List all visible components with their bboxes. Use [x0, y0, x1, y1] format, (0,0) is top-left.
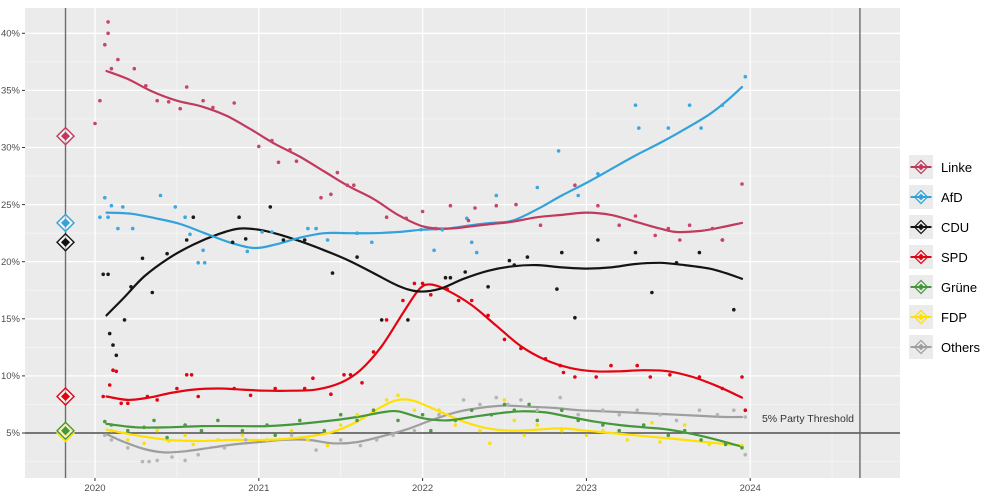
prev-result-diamond-AfD: [56, 213, 75, 233]
legend-item-linke: Linke: [909, 152, 980, 182]
legend: Linke AfD CDU SPD Grüne FDP Others: [909, 152, 980, 362]
trend-line-Others: [105, 404, 744, 454]
legend-label: CDU: [941, 219, 970, 235]
prev-result-diamond-CDU: [56, 232, 75, 252]
minor-gridlines: [25, 8, 900, 478]
y-tick-label: 5%: [6, 428, 20, 439]
legend-item-spd: SPD: [909, 242, 980, 272]
legend-key-diamond-icon: [909, 275, 933, 299]
x-tick-label: 2020: [84, 483, 105, 494]
y-tick-label: 15%: [1, 314, 21, 325]
legend-item-cdu: CDU: [909, 212, 980, 242]
legend-label: FDP: [941, 309, 967, 325]
trend-line-Grüne: [105, 409, 744, 448]
legend-label: AfD: [941, 189, 963, 205]
poll-points-Others: [103, 395, 748, 464]
legend-key-diamond-icon: [909, 215, 933, 239]
legend-key-diamond-icon: [909, 155, 933, 179]
legend-key-diamond-icon: [909, 245, 933, 269]
y-tick-label: 40%: [1, 29, 21, 40]
previous-result-markers: [56, 126, 75, 443]
poll-points-CDU: [101, 205, 736, 358]
y-tick-label: 10%: [1, 371, 21, 382]
poll-points-Linke: [93, 20, 744, 242]
legend-key-diamond-icon: [909, 305, 933, 329]
y-tick-label: 35%: [1, 86, 21, 97]
legend-label: Grüne: [941, 279, 978, 295]
x-tick-label: 2022: [412, 483, 433, 494]
axes: 5% 10% 15% 20% 25% 30% 35% 40% 2020 2021 2022 2023 2…: [1, 29, 761, 495]
legend-key-diamond-icon: [909, 185, 933, 209]
poll-points-Grüne: [103, 402, 744, 450]
trend-line-CDU: [105, 227, 744, 317]
x-tick-label: 2024: [740, 483, 761, 494]
threshold-label: 5% Party Threshold: [761, 413, 854, 425]
trend-line-SPD: [105, 283, 744, 402]
poll-points-AfD: [98, 74, 748, 265]
legend-label: SPD: [941, 249, 968, 265]
legend-item-afd: AfD: [909, 182, 980, 212]
plot-panel: [25, 8, 900, 478]
y-tick-label: 25%: [1, 200, 21, 211]
legend-label: Others: [941, 339, 981, 355]
legend-item-fdp: FDP: [909, 302, 980, 332]
prev-result-diamond-SPD: [56, 387, 75, 406]
x-tick-label: 2021: [248, 483, 269, 494]
legend-label: Linke: [941, 159, 973, 175]
prev-result-diamond-Grüne: [56, 421, 75, 441]
poll-points-SPD: [101, 281, 748, 413]
legend-key-diamond-icon: [909, 335, 933, 359]
poll-points-FDP: [103, 393, 744, 448]
legend-item-grüne: Grüne: [909, 272, 980, 302]
legend-item-others: Others: [909, 332, 980, 362]
y-tick-label: 30%: [1, 143, 21, 154]
x-tick-label: 2023: [576, 483, 597, 494]
prev-result-diamond-Linke: [56, 126, 75, 146]
y-tick-label: 20%: [1, 257, 21, 268]
